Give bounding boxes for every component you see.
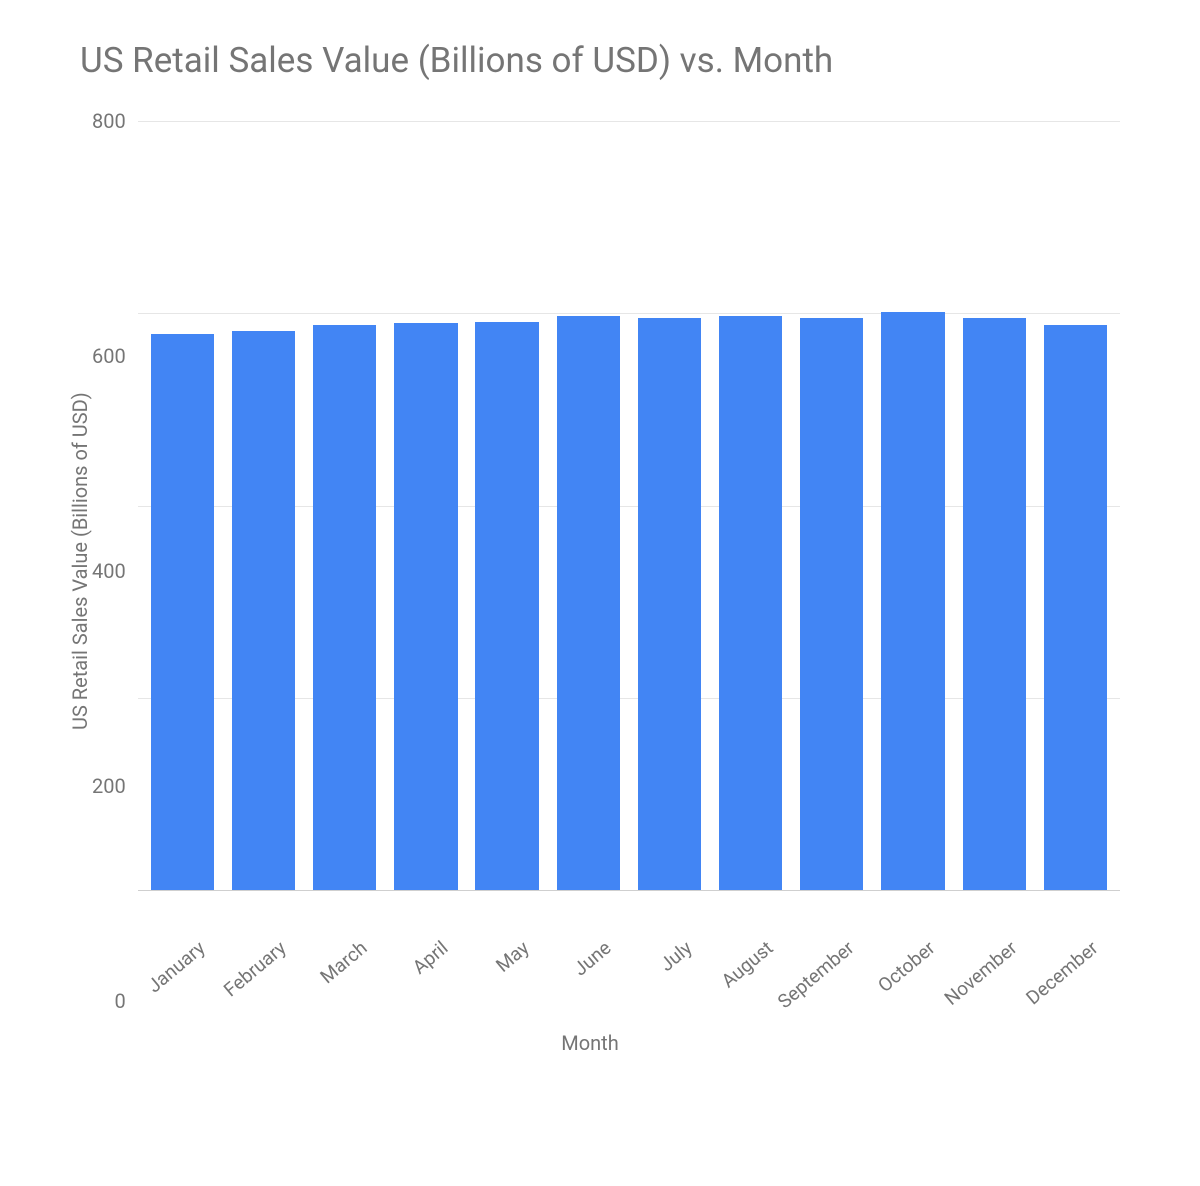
bar-slot <box>710 121 791 890</box>
plot-wrap: January February March April May June Ju… <box>138 121 1120 1001</box>
chart-container: US Retail Sales Value (Billions of USD) … <box>0 0 1200 1186</box>
x-tick-label: July <box>655 936 696 976</box>
bar-slot <box>304 121 385 890</box>
bar-slot <box>548 121 629 890</box>
chart-body: US Retail Sales Value (Billions of USD) … <box>60 121 1120 1001</box>
plot-area <box>138 121 1120 891</box>
bar-slot <box>872 121 953 890</box>
bar-slot <box>791 121 872 890</box>
bar-june <box>557 316 620 890</box>
bar-april <box>394 323 457 890</box>
y-tick: 600 <box>92 346 126 366</box>
y-tick: 0 <box>114 991 125 1011</box>
bar-slot <box>629 121 710 890</box>
y-axis-label: US Retail Sales Value (Billions of USD) <box>60 121 92 1001</box>
y-tick: 800 <box>92 111 126 131</box>
x-tick: December <box>1054 907 1177 1031</box>
bar-slot <box>954 121 1035 890</box>
y-tick: 200 <box>92 776 126 796</box>
bar-may <box>475 322 538 890</box>
bar-december <box>1044 325 1107 890</box>
chart-title: US Retail Sales Value (Billions of USD) … <box>80 40 1120 81</box>
bar-september <box>800 318 863 890</box>
bar-february <box>232 331 295 890</box>
bar-slot <box>1035 121 1116 890</box>
bar-july <box>638 318 701 890</box>
bar-november <box>963 318 1026 890</box>
bar-january <box>151 334 214 890</box>
y-axis-ticks: 800 600 400 200 0 <box>92 121 138 1001</box>
bar-slot <box>385 121 466 890</box>
x-axis-ticks: January February March April May June Ju… <box>138 891 1120 1001</box>
bar-october <box>881 312 944 890</box>
bars-group <box>138 121 1120 890</box>
x-tick-label: January <box>143 936 210 997</box>
bar-march <box>313 325 376 890</box>
bar-slot <box>466 121 547 890</box>
bar-slot <box>223 121 304 890</box>
x-tick-label: May <box>492 936 534 977</box>
x-axis-label: Month <box>60 1031 1120 1055</box>
bar-slot <box>142 121 223 890</box>
bar-august <box>719 316 782 890</box>
y-tick: 400 <box>92 561 126 581</box>
